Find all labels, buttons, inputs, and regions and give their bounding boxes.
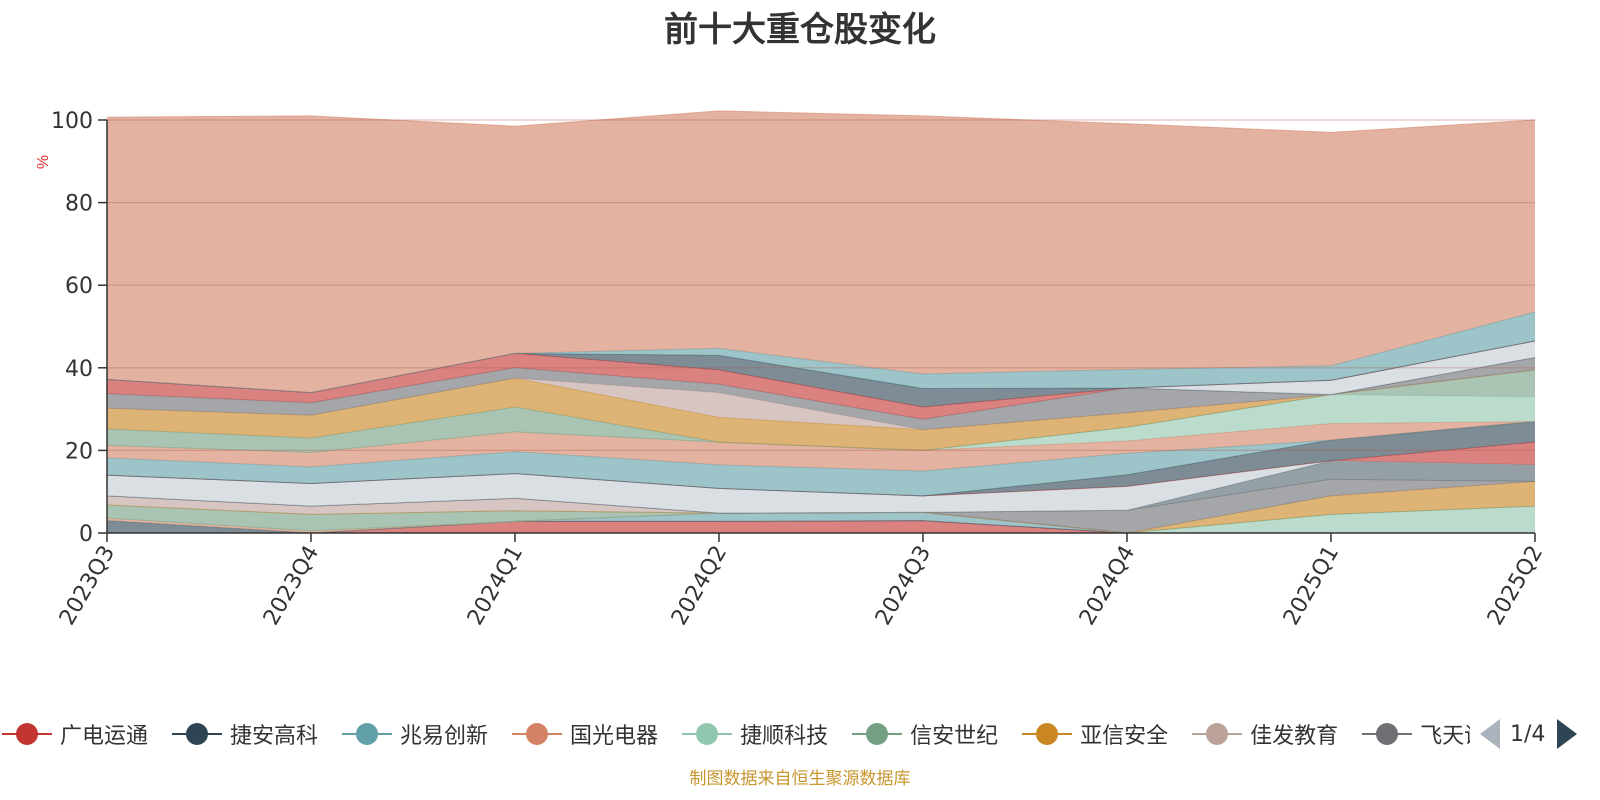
- x-tick-label: 2025Q1: [1279, 542, 1344, 630]
- x-tick-label: 2024Q2: [667, 542, 732, 630]
- legend-label: 飞天诚信: [1420, 724, 1470, 749]
- y-tick-label: 20: [65, 439, 93, 464]
- area-series-25: [107, 312, 1535, 393]
- y-tick-label: 100: [51, 109, 93, 134]
- area-series-3: [107, 512, 1535, 533]
- area-series-10: [107, 460, 1535, 514]
- area-series-5: [107, 506, 1535, 533]
- legend-label: 兆易创新: [400, 724, 489, 749]
- legend-marker-icon: [512, 716, 563, 752]
- area-series-1: [107, 520, 1535, 533]
- legend-label: 广电运通: [60, 724, 149, 749]
- area-series-13: [107, 421, 1535, 496]
- y-tick-label: 0: [79, 522, 93, 547]
- gridlines: [107, 119, 1535, 451]
- legend-marker-icon: [852, 716, 903, 752]
- legend-marker-icon: [682, 716, 733, 752]
- y-axis-label: %: [35, 155, 52, 169]
- x-tick-label: 2025Q2: [1483, 542, 1548, 630]
- area-series-17: [107, 369, 1535, 453]
- area-series-2: [107, 520, 1535, 533]
- legend-item[interactable]: 国光电器: [512, 716, 658, 752]
- area-series-9: [107, 479, 1535, 533]
- legend-label: 国光电器: [570, 724, 659, 749]
- legend-label: 捷安高科: [230, 724, 319, 749]
- legend-marker-icon: [2, 716, 52, 752]
- legend-item[interactable]: 捷安高科: [172, 716, 318, 752]
- line-series-26: [106, 110, 1536, 133]
- legend-prev-page-icon[interactable]: [1480, 719, 1500, 749]
- chart-plot: 0 20 40 60 80 100 2023Q3 2023Q4 2024Q1 2024Q2 2024…: [35, 109, 1548, 630]
- y-tick-label: 60: [65, 274, 93, 299]
- legend-item[interactable]: 飞天诚信: [1362, 716, 1470, 752]
- area-series-layer: [106, 110, 1536, 534]
- legend-next-page-icon[interactable]: [1557, 719, 1578, 749]
- legend-marker-icon: [1022, 716, 1073, 752]
- legend-label: 亚信安全: [1080, 724, 1169, 749]
- area-series-14: [107, 421, 1535, 496]
- legend-item[interactable]: 广电运通: [2, 716, 148, 752]
- legend: 广电运通捷安高科兆易创新国光电器捷顺科技信安世纪亚信安全佳发教育飞天诚信中孚信息…: [0, 716, 1470, 752]
- x-tick-label: 2024Q4: [1075, 542, 1140, 630]
- legend-marker-icon: [1362, 716, 1413, 752]
- x-tick-label: 2024Q3: [871, 542, 936, 630]
- area-series-23: [107, 340, 1535, 420]
- legend-marker-icon: [1192, 716, 1243, 752]
- area-series-16: [107, 394, 1535, 453]
- legend-marker-icon: [342, 716, 393, 752]
- legend-label: 佳发教育: [1250, 724, 1339, 749]
- legend-item[interactable]: 捷顺科技: [682, 716, 828, 752]
- x-tick-label: 2023Q3: [55, 542, 120, 630]
- legend-pager: 1/4: [1478, 716, 1600, 752]
- y-tick-label: 80: [65, 192, 93, 217]
- area-series-15: [107, 421, 1535, 472]
- area-series-11: [107, 460, 1535, 514]
- x-tick-label: 2024Q1: [463, 542, 528, 630]
- area-series-8: [107, 481, 1535, 533]
- area-series-26: [107, 110, 1535, 393]
- legend-item[interactable]: 兆易创新: [342, 716, 488, 752]
- legend-item[interactable]: 佳发教育: [1192, 716, 1338, 752]
- x-tick-label: 2023Q4: [259, 542, 324, 630]
- legend-label: 信安世纪: [910, 724, 999, 749]
- chart-title: 前十大重仓股变化: [664, 10, 936, 50]
- area-series-19: [107, 369, 1535, 430]
- area-series-18: [107, 369, 1535, 451]
- legend-page-indicator: 1/4: [1510, 721, 1546, 747]
- y-tick-label: 40: [65, 357, 93, 382]
- area-series-24: [107, 340, 1535, 408]
- legend-marker-icon: [172, 716, 223, 752]
- area-series-20: [107, 357, 1535, 430]
- legend-label: 捷顺科技: [740, 724, 829, 749]
- legend-item[interactable]: 信安世纪: [852, 716, 998, 752]
- source-note: 制图数据来自恒生聚源数据库: [689, 769, 911, 789]
- legend-item[interactable]: 亚信安全: [1022, 716, 1168, 752]
